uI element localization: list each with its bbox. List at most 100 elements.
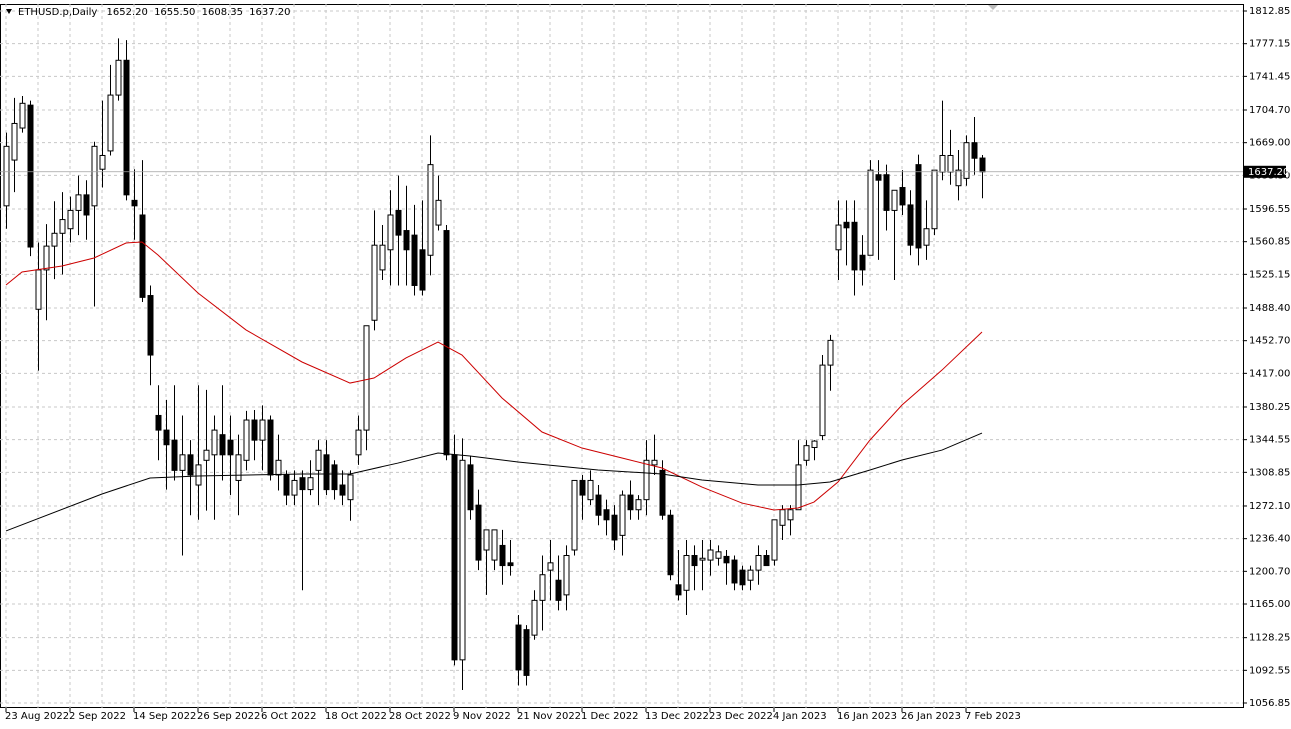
moving-average [5, 241, 983, 511]
y-tick-label: 1092.55 [1249, 665, 1290, 676]
candle-body [475, 504, 482, 561]
y-tick-label: 1452.70 [1249, 336, 1290, 347]
y-tick-label: 1128.25 [1249, 633, 1290, 644]
candle-body [571, 479, 578, 551]
candle-body [395, 209, 402, 236]
x-tick-label: 23 Dec 2022 [709, 711, 773, 722]
candle-body [347, 474, 354, 501]
x-tick-label: 6 Oct 2022 [261, 711, 316, 722]
x-tick-label: 13 Dec 2022 [645, 711, 709, 722]
candle-body [763, 555, 770, 567]
candle-body [43, 245, 50, 271]
candle-body [787, 509, 794, 521]
candle-body [531, 599, 538, 636]
candle-body [811, 440, 818, 448]
candle-body [835, 224, 842, 251]
candle-body [11, 122, 18, 161]
x-tick-label: 4 Jan 2023 [773, 711, 827, 722]
symbol-menu-icon[interactable] [6, 9, 12, 14]
candle-body [947, 154, 954, 173]
candle-body [619, 494, 626, 536]
candle-body [675, 584, 682, 596]
y-tick-label: 1704.70 [1249, 105, 1290, 116]
candle-body [899, 187, 906, 206]
candle-body [387, 214, 394, 251]
x-tick-label: 23 Aug 2022 [5, 711, 69, 722]
candle-body [731, 559, 738, 584]
candle-body [139, 214, 146, 298]
candle-body [803, 445, 810, 461]
candle-body [19, 102, 26, 129]
plot-frame [0, 4, 1244, 708]
y-tick-label: 1669.00 [1249, 138, 1290, 149]
candle-body [219, 434, 226, 456]
candle-body [35, 269, 42, 310]
y-tick-label: 1777.15 [1249, 39, 1290, 50]
candle-body [795, 464, 802, 511]
candle-body [931, 169, 938, 230]
candle-body [683, 555, 690, 591]
candle-body [467, 464, 474, 511]
candle-body [155, 414, 162, 431]
candle-body [923, 228, 930, 246]
candle-body [411, 234, 418, 286]
candle-body [939, 154, 946, 173]
candle-body [603, 509, 610, 521]
moving-average [5, 432, 983, 532]
candle-body [483, 529, 490, 551]
candle-body [827, 339, 834, 366]
chart-title: ETHUSD.p,Daily [18, 7, 97, 18]
candle-body [651, 459, 658, 466]
candle-body [819, 364, 826, 437]
candle-body [363, 325, 370, 431]
candle-body [355, 429, 362, 456]
x-tick-label: 14 Sep 2022 [133, 711, 196, 722]
x-tick-label: 26 Jan 2023 [901, 711, 961, 722]
candle-body [59, 219, 66, 234]
candle-body [307, 477, 314, 491]
y-tick-label: 1812.85 [1249, 6, 1290, 17]
candle-body [491, 529, 498, 561]
candle-body [419, 249, 426, 291]
header-low: 1608.35 [202, 7, 243, 18]
candle-body [459, 459, 466, 661]
candle-body [859, 254, 866, 271]
candle-body [267, 419, 274, 476]
candle-body [507, 562, 514, 567]
chart-shift-marker[interactable] [988, 5, 998, 10]
candle-body [3, 145, 10, 207]
y-tick-label: 1525.15 [1249, 269, 1290, 280]
candle-body [75, 194, 82, 211]
x-tick-label: 1 Dec 2022 [581, 711, 639, 722]
candle-body [51, 232, 58, 247]
y-tick-label: 1056.85 [1249, 698, 1290, 709]
candle-body [907, 204, 914, 246]
candle-body [515, 624, 522, 671]
candle-body [539, 574, 546, 601]
candle-body [875, 174, 882, 181]
y-tick-label: 1272.10 [1249, 501, 1290, 512]
candle-body [587, 479, 594, 501]
y-tick-label: 1560.85 [1249, 237, 1290, 248]
candle-body [579, 479, 586, 496]
candle-body [107, 94, 114, 152]
candle-body [323, 454, 330, 491]
candle-body [643, 459, 650, 501]
x-tick-label: 28 Oct 2022 [389, 711, 451, 722]
candle-body [147, 295, 154, 356]
candle-body [227, 439, 234, 456]
candle-body [67, 209, 74, 230]
candle-body [91, 145, 98, 207]
candle-body [667, 514, 674, 576]
candle-body [739, 569, 746, 586]
candle-body [595, 494, 602, 516]
y-tick-label: 1165.00 [1249, 599, 1290, 610]
candle-body [283, 474, 290, 496]
y-tick-label: 1200.70 [1249, 566, 1290, 577]
candle-body [779, 509, 786, 526]
x-tick-label: 2 Sep 2022 [69, 711, 126, 722]
candle-body [187, 454, 194, 476]
candle-body [891, 189, 898, 211]
candle-body [339, 484, 346, 496]
